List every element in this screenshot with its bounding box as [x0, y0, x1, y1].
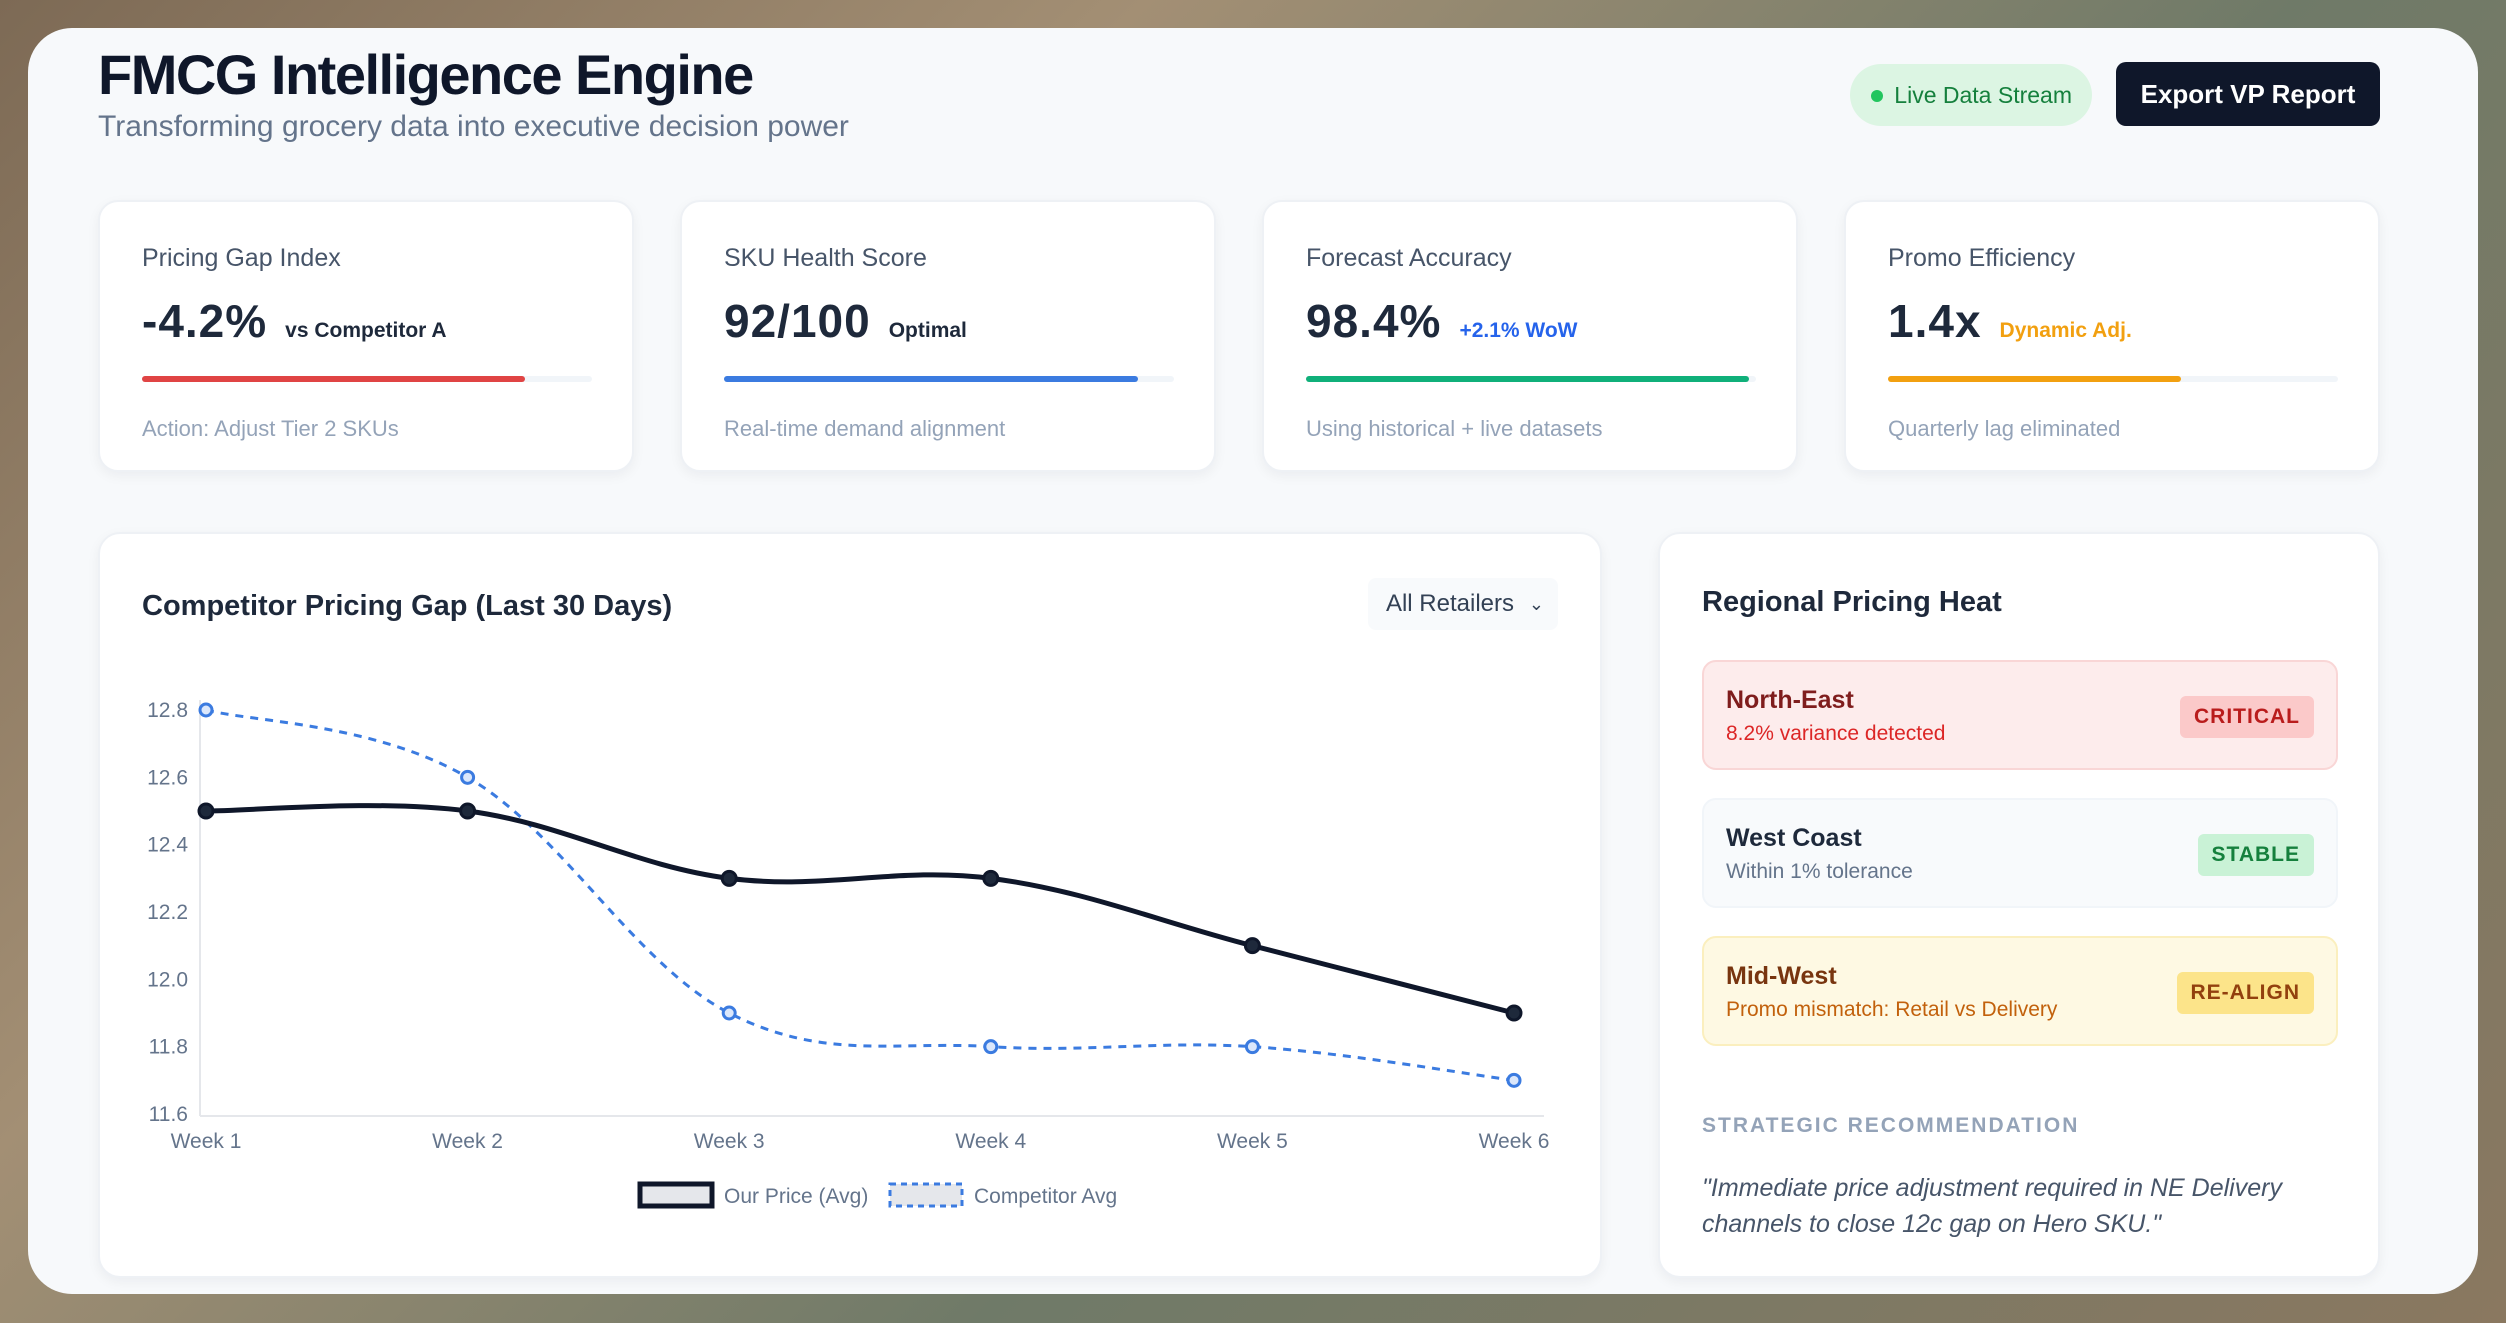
series-line-competitor-avg: [205, 708, 1515, 1082]
x-tick-label: Week 4: [955, 1130, 1026, 1153]
data-point: [197, 802, 215, 820]
pricing-gap-chart-panel: Competitor Pricing Gap (Last 30 Days) Al…: [98, 532, 1602, 1278]
legend-swatch-competitor: [888, 1182, 964, 1208]
y-tick-label: 12.0: [147, 968, 188, 991]
kpi-footer: Quarterly lag eliminated: [1888, 416, 2121, 441]
export-vp-report-button[interactable]: Export VP Report: [2116, 62, 2380, 126]
chevron-down-icon: ⌄: [1528, 594, 1544, 614]
region-name: North-East: [1726, 686, 1854, 714]
recommendation-heading: STRATEGIC RECOMMENDATION: [1702, 1114, 2080, 1137]
kpi-note: +2.1% WoW: [1459, 319, 1578, 342]
kpi-value-row: 98.4% +2.1% WoW: [1306, 294, 1578, 348]
kpi-value: 98.4%: [1306, 295, 1442, 347]
region-card-west-coast[interactable]: West Coast Within 1% tolerance STABLE: [1702, 798, 2338, 908]
y-tick-label: 12.4: [147, 834, 188, 857]
chart-title: Competitor Pricing Gap (Last 30 Days): [142, 590, 673, 622]
kpi-progress-track: [142, 376, 592, 382]
page-title: FMCG Intelligence Engine: [98, 43, 754, 106]
status-badge: CRITICAL: [2180, 696, 2314, 738]
data-point: [983, 1039, 999, 1055]
region-card-mid-west[interactable]: Mid-West Promo mismatch: Retail vs Deliv…: [1702, 936, 2338, 1046]
x-tick-label: Week 3: [694, 1130, 765, 1153]
kpi-progress-fill: [1888, 376, 2181, 382]
data-point: [1506, 1072, 1522, 1088]
kpi-progress-track: [1888, 376, 2338, 382]
region-name: Mid-West: [1726, 962, 1837, 990]
data-point: [460, 769, 476, 785]
y-tick-label: 11.8: [149, 1036, 188, 1059]
kpi-value-row: 1.4x Dynamic Adj.: [1888, 294, 2132, 348]
retailer-filter-select[interactable]: All Retailers ⌄: [1367, 578, 1558, 630]
legend-label: Our Price (Avg): [724, 1185, 868, 1208]
kpi-note: vs Competitor A: [285, 319, 447, 342]
data-point: [721, 1005, 737, 1021]
region-detail: Within 1% tolerance: [1726, 860, 1913, 883]
recommendation-text: "Immediate price adjustment required in …: [1702, 1174, 2282, 1238]
data-point: [1244, 1039, 1260, 1055]
x-tick-label: Week 1: [171, 1130, 242, 1153]
region-name: West Coast: [1726, 824, 1862, 852]
y-tick-label: 12.6: [147, 766, 188, 789]
y-tick-label: 11.6: [149, 1103, 188, 1126]
kpi-value-row: 92/100 Optimal: [724, 294, 967, 348]
data-point: [198, 702, 214, 718]
data-point: [720, 869, 738, 887]
kpi-progress-fill: [142, 376, 525, 382]
kpi-label: Pricing Gap Index: [142, 244, 341, 272]
y-tick-label: 12.8: [147, 699, 188, 722]
kpi-value: 1.4x: [1888, 295, 1982, 347]
kpi-card-pricing-gap: Pricing Gap Index -4.2% vs Competitor A …: [98, 200, 634, 472]
live-status-dot-icon: [1871, 90, 1884, 102]
region-detail: 8.2% variance detected: [1726, 722, 1946, 745]
kpi-label: Forecast Accuracy: [1306, 244, 1512, 272]
kpi-label: SKU Health Score: [724, 244, 927, 272]
kpi-value: -4.2%: [142, 295, 268, 347]
status-badge: STABLE: [2197, 834, 2314, 876]
x-tick-label: Week 5: [1217, 1130, 1288, 1153]
dashboard-frame: FMCG Intelligence Engine Transforming gr…: [28, 28, 2478, 1294]
header: FMCG Intelligence Engine Transforming gr…: [98, 34, 2380, 164]
x-tick-label: Week 2: [432, 1130, 503, 1153]
kpi-footer: Action: Adjust Tier 2 SKUs: [142, 416, 399, 441]
status-badge: RE-ALIGN: [2176, 972, 2314, 1014]
live-data-stream-badge: Live Data Stream: [1850, 64, 2092, 126]
kpi-progress-track: [724, 376, 1174, 382]
kpi-value: 92/100: [724, 295, 871, 347]
legend-swatch-our-price: [637, 1181, 715, 1209]
retailer-filter-value: All Retailers: [1385, 590, 1514, 617]
kpi-card-promo-efficiency: Promo Efficiency 1.4x Dynamic Adj. Quart…: [1844, 200, 2380, 472]
kpi-note: Dynamic Adj.: [1999, 319, 2132, 342]
region-detail: Promo mismatch: Retail vs Delivery: [1726, 998, 2058, 1021]
kpi-progress-fill: [724, 376, 1138, 382]
live-data-label: Live Data Stream: [1894, 82, 2072, 108]
kpi-progress-track: [1306, 376, 1756, 382]
x-tick-label: Week 6: [1479, 1130, 1550, 1153]
regional-pricing-heat-panel: Regional Pricing Heat North-East 8.2% va…: [1658, 532, 2380, 1278]
data-point: [1505, 1004, 1523, 1022]
y-tick-label: 12.2: [147, 901, 188, 924]
series-line-our-price: [205, 803, 1515, 1016]
heat-title: Regional Pricing Heat: [1702, 586, 2002, 618]
kpi-card-forecast-accuracy: Forecast Accuracy 98.4% +2.1% WoW Using …: [1262, 200, 1798, 472]
data-point: [982, 869, 1000, 887]
data-point: [1243, 937, 1261, 955]
pricing-gap-line-chart: 12.8 12.6 12.4 12.2 12.0 11.8 11.6 Week 1 Week 2…: [147, 699, 1550, 1209]
page-subtitle: Transforming grocery data into executive…: [98, 110, 849, 143]
region-card-north-east[interactable]: North-East 8.2% variance detected CRITIC…: [1702, 660, 2338, 770]
kpi-card-sku-health: SKU Health Score 92/100 Optimal Real-tim…: [680, 200, 1216, 472]
kpi-note: Optimal: [888, 319, 967, 342]
legend-label: Competitor Avg: [974, 1185, 1117, 1208]
data-point: [459, 802, 477, 820]
kpi-progress-fill: [1306, 376, 1749, 382]
kpi-label: Promo Efficiency: [1888, 244, 2076, 272]
kpi-footer: Using historical + live datasets: [1306, 416, 1603, 441]
kpi-value-row: -4.2% vs Competitor A: [142, 294, 447, 348]
kpi-footer: Real-time demand alignment: [724, 416, 1006, 441]
